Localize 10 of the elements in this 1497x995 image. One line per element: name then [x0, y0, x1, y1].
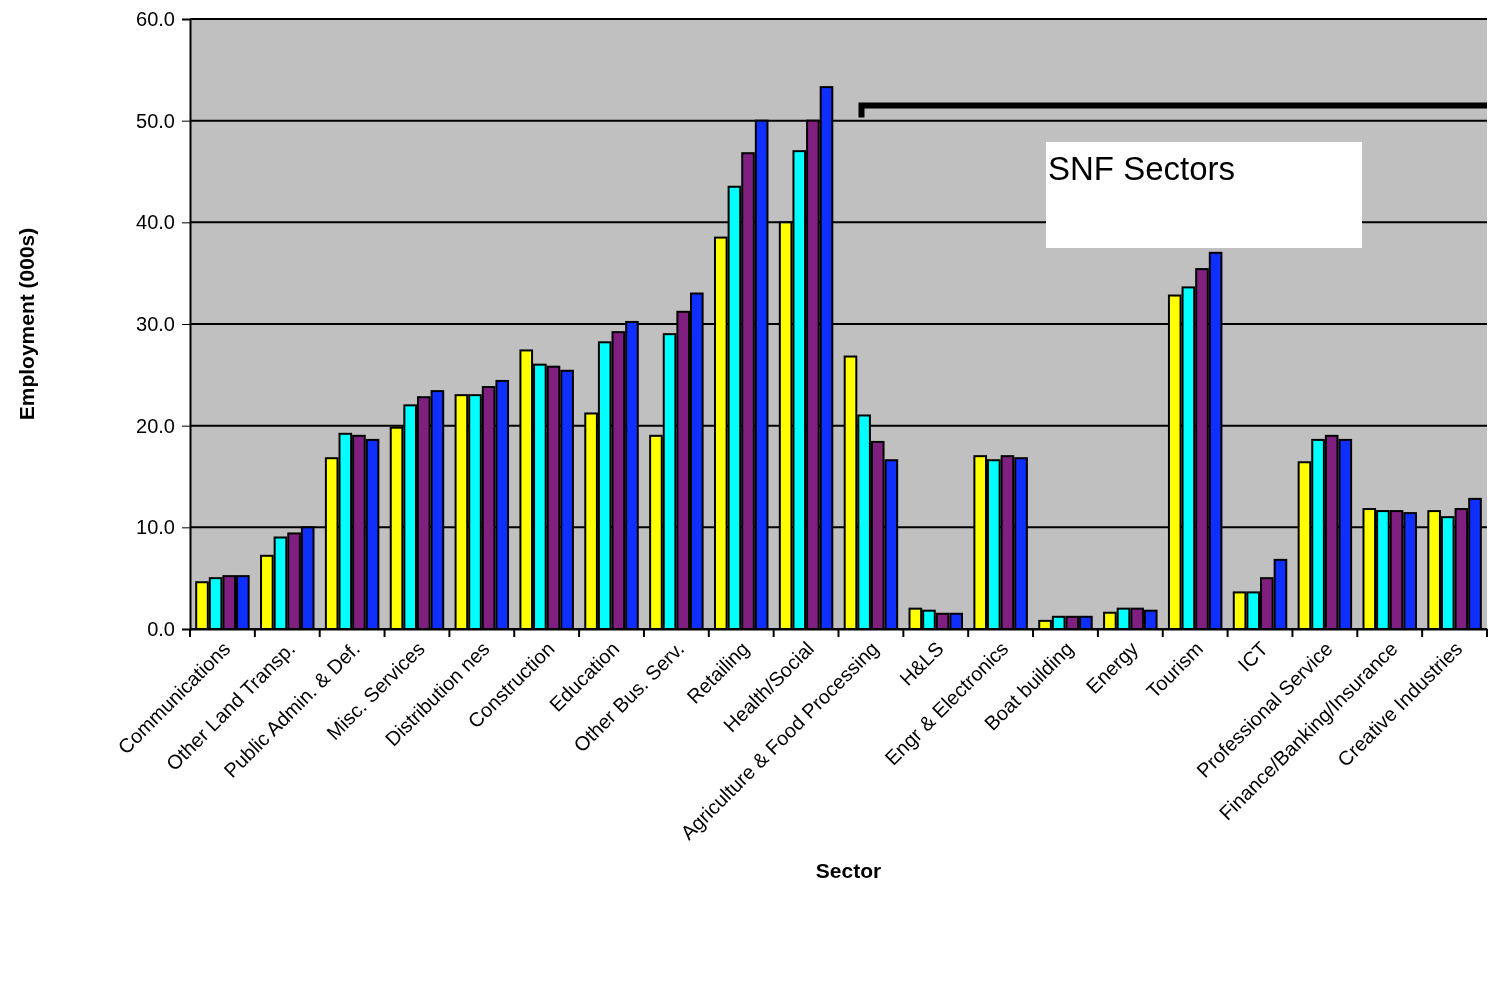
y-tick-label: 10.0: [136, 516, 175, 539]
x-axis-title: Sector: [815, 858, 882, 882]
y-tick-label: 0.0: [147, 617, 175, 640]
y-tick-label: 50.0: [136, 109, 175, 132]
y-tick-label: 40.0: [136, 211, 175, 234]
y-tick-label: 20.0: [136, 414, 175, 437]
y-tick-label: 60.0: [136, 7, 175, 30]
y-tick-label: 30.0: [136, 312, 175, 335]
annotation: SNF Sectors: [1048, 150, 1236, 187]
y-axis-title: Employment (000s): [15, 227, 38, 421]
